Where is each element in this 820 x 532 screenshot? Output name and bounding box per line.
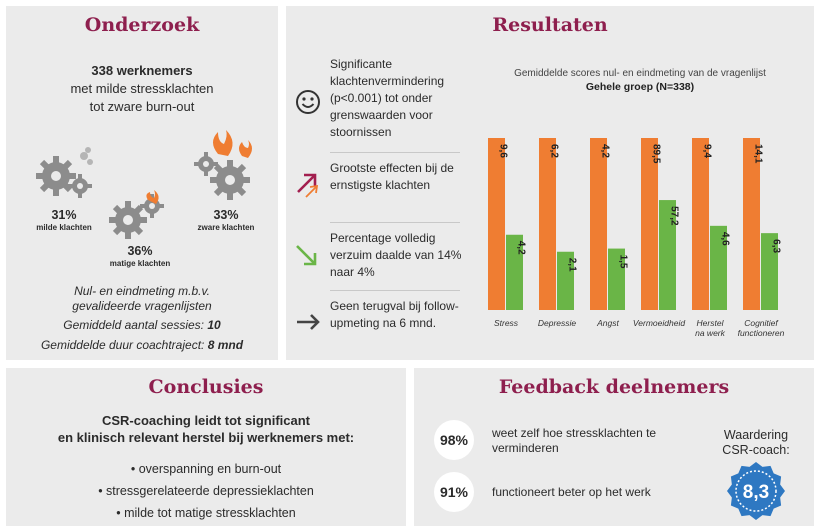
gears-mild-icon xyxy=(36,147,93,198)
group-moderate-pct: 36% xyxy=(127,244,153,258)
category-label: functioneren xyxy=(738,328,785,338)
group-mild-pct: 31% xyxy=(51,208,77,222)
intro-count: 338 werknemers xyxy=(91,63,193,78)
duration-stat: Gemiddelde duur coachtraject: 8 mnd xyxy=(6,338,278,352)
bar-value-label: 1,5 xyxy=(618,255,629,269)
list-item: • overspanning en burn-out xyxy=(130,462,282,476)
resultaten-title: Resultaten xyxy=(492,14,608,36)
bar-series-1-5 xyxy=(743,138,760,310)
gears-moderate-icon xyxy=(109,190,164,239)
result-item: Geen terugval bij follow-upmeting na 6 m… xyxy=(286,296,462,352)
feedback-text-1: weet zelf hoe stressklachten te verminde… xyxy=(492,426,657,455)
feedback-title: Feedback deelnemers xyxy=(498,376,730,398)
bar-value-label: 57,2 xyxy=(669,206,680,226)
lead-line-2: en klinisch relevant herstel bij werknem… xyxy=(57,430,355,445)
rating-line-1: Waardering xyxy=(723,428,789,442)
onderzoek-panel: Onderzoek 338 werknemers met milde stres… xyxy=(6,6,278,360)
category-label: Stress xyxy=(494,318,519,328)
group-severe-pct: 33% xyxy=(213,208,239,222)
bar-value-label: 14,1 xyxy=(753,144,764,164)
arrow-down-right-icon xyxy=(296,245,317,266)
bar-series-2-4 xyxy=(710,225,727,310)
conclusies-panel: Conclusies CSR-coaching leidt tot signif… xyxy=(6,368,406,526)
group-mild-label: milde klachten xyxy=(36,223,92,232)
gears-severe-icon xyxy=(194,130,252,200)
bar-series-2-5 xyxy=(761,233,778,310)
badge-dashed-ring xyxy=(735,470,777,512)
result-text-1: Significante klachtenvermindering (p<0.0… xyxy=(330,57,445,139)
bar-value-label: 6,3 xyxy=(771,239,782,253)
rating-badge-icon: 8,3 xyxy=(727,462,785,520)
bar-series-1-3 xyxy=(641,138,658,310)
bar-series-1-2 xyxy=(590,138,607,310)
bar-value-label: 2,1 xyxy=(567,258,578,272)
bar-value-label: 9,4 xyxy=(702,144,713,158)
onderzoek-intro: 338 werknemers met milde stressklachten … xyxy=(6,62,278,116)
bar-series-2-2 xyxy=(608,248,625,310)
list-item: • stressgerelateerde depressieklachten xyxy=(98,484,314,498)
sessions-label: Gemiddeld aantal sessies: xyxy=(63,318,205,332)
intro-line-3: tot zware burn-out xyxy=(89,99,195,114)
conclusies-lead: CSR-coaching leidt tot significant en kl… xyxy=(6,412,406,446)
feedback-pct-2: 91% xyxy=(434,472,474,512)
chart-bars: 9,6 4,2 Stress 6,2 2,1 Depressie 4,2 1,5 Angst 89… xyxy=(488,138,785,338)
duration-value: 8 mnd xyxy=(207,338,244,352)
sessions-stat: Gemiddeld aantal sessies: 10 xyxy=(6,318,278,332)
group-severe-label: zware klachten xyxy=(197,223,255,232)
sessions-value: 10 xyxy=(207,318,221,332)
method-line-2: gevalideerde vragenlijsten xyxy=(72,299,212,313)
bar-value-label: 6,2 xyxy=(549,144,560,158)
rating-value: 8,3 xyxy=(743,482,769,503)
result-text-3: Percentage volledig verzuim daalde van 1… xyxy=(330,231,462,279)
bar-value-label: 9,6 xyxy=(498,144,509,158)
bar-series-2-1 xyxy=(557,251,574,310)
rating-label: Waardering CSR-coach: xyxy=(714,428,798,458)
result-item: Significante klachtenvermindering (p<0.0… xyxy=(286,56,462,140)
arrow-up-right-icon xyxy=(297,173,319,198)
category-label: Herstel xyxy=(697,318,725,328)
category-label: na werk xyxy=(695,328,726,338)
result-divider xyxy=(330,152,460,153)
category-label: Cognitief xyxy=(744,318,779,328)
bar-value-label: 89,5 xyxy=(651,144,662,164)
result-item: Percentage volledig verzuim daalde van 1… xyxy=(286,228,462,284)
bar-value-label: 4,6 xyxy=(720,232,731,246)
bar-value-label: 4,2 xyxy=(600,144,611,158)
chart-subtitle: Gehele groep (N=338) xyxy=(586,81,694,93)
result-divider xyxy=(330,222,460,223)
category-label: Vermoeidheid xyxy=(633,318,685,328)
smiley-icon xyxy=(296,90,320,114)
arrow-right-icon xyxy=(297,314,320,330)
bar-series-2-3 xyxy=(659,200,676,310)
bar-series-2-0 xyxy=(506,234,523,310)
feedback-pct-1: 98% xyxy=(434,420,474,460)
result-text-4: Geen terugval bij follow-upmeting na 6 m… xyxy=(330,299,459,330)
lead-line-1: CSR-coaching leidt tot significant xyxy=(101,413,310,428)
result-divider xyxy=(330,290,460,291)
conclusies-list: • overspanning en burn-out • stressgerel… xyxy=(6,458,406,524)
duration-label: Gemiddelde duur coachtraject: xyxy=(40,338,205,352)
bar-series-1-0 xyxy=(488,138,505,310)
bar-value-label: 4,2 xyxy=(516,241,527,255)
results-bar-chart: Gemiddelde scores nul- en eindmeting van… xyxy=(488,68,785,338)
bar-series-1-4 xyxy=(692,138,709,310)
group-moderate-label: matige klachten xyxy=(109,259,171,268)
method-text: Nul- en eindmeting m.b.v. gevalideerde v… xyxy=(6,284,278,314)
feedback-text-2: functioneert beter op het werk xyxy=(492,485,651,499)
list-item: • milde tot matige stressklachten xyxy=(116,506,296,520)
bar-series-1-1 xyxy=(539,138,556,310)
intro-line-2: met milde stressklachten xyxy=(70,81,214,96)
method-line-1: Nul- en eindmeting m.b.v. xyxy=(74,284,210,298)
result-item: Grootste effecten bij de ernstigste klac… xyxy=(286,158,462,214)
category-label: Angst xyxy=(596,318,619,328)
rating-line-2: CSR-coach: xyxy=(722,443,790,457)
chart-title: Gemiddelde scores nul- en eindmeting van… xyxy=(514,68,766,79)
category-label: Depressie xyxy=(538,318,577,328)
onderzoek-title: Onderzoek xyxy=(84,14,200,36)
conclusies-title: Conclusies xyxy=(148,376,264,398)
feedback-panel: Feedback deelnemers 98% weet zelf hoe st… xyxy=(414,368,814,526)
resultaten-panel: Resultaten Significante klachtenverminde… xyxy=(286,6,814,360)
result-text-2: Grootste effecten bij de ernstigste klac… xyxy=(330,161,454,192)
